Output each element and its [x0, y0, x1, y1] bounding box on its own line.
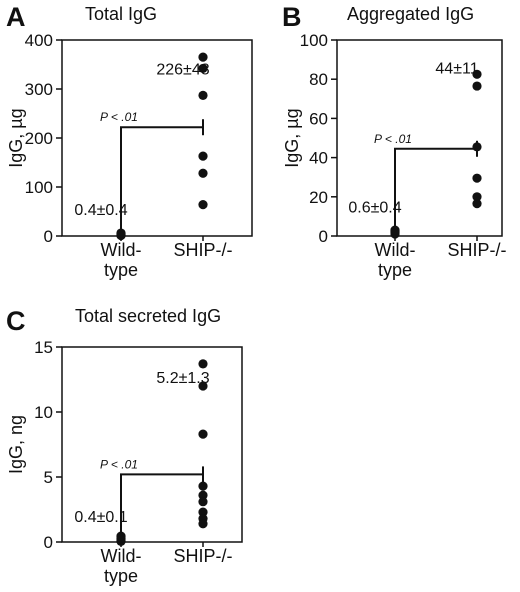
plot-frame	[61, 346, 243, 543]
y-tick-label: 200	[25, 129, 53, 148]
panel-letter: C	[6, 306, 26, 336]
y-tick-label: 0	[44, 227, 53, 246]
data-point	[198, 52, 208, 62]
mean-sem-annotation: 5.2±1.3	[156, 370, 209, 387]
mean-sem-annotation: 226±48	[156, 61, 209, 78]
data-point	[472, 81, 482, 91]
y-tick-label: 100	[300, 31, 328, 50]
y-tick-label: 100	[25, 178, 53, 197]
data-point	[198, 359, 208, 369]
data-point	[472, 142, 482, 152]
p-value-label: P < .01	[374, 132, 412, 146]
data-point	[472, 173, 482, 183]
data-point	[198, 151, 208, 161]
x-tick-label: Wild-	[375, 240, 416, 260]
x-tick-label: Wild-	[101, 240, 142, 260]
panel-letter: B	[282, 2, 302, 32]
mean-sem-annotation: 0.4±0.4	[74, 202, 127, 219]
y-tick-label: 60	[309, 109, 328, 128]
x-tick-label: type	[104, 260, 138, 280]
data-point	[198, 381, 208, 391]
data-point	[390, 225, 400, 235]
data-point	[198, 519, 208, 529]
significance-bracket	[120, 473, 203, 537]
data-point	[198, 507, 208, 517]
x-tick-label: Wild-	[101, 546, 142, 566]
p-value-label: P < .01	[100, 110, 138, 124]
y-axis-label: IgG, µg	[6, 108, 26, 167]
y-tick-label: 300	[25, 80, 53, 99]
y-tick-label: 0	[319, 227, 328, 246]
data-point	[116, 531, 126, 541]
plot-frame	[336, 39, 503, 237]
data-point	[198, 168, 208, 178]
y-tick-label: 20	[309, 188, 328, 207]
data-point	[198, 481, 208, 491]
data-point	[472, 199, 482, 209]
x-tick-label: type	[378, 260, 412, 280]
x-tick-label: SHIP-/-	[447, 240, 506, 260]
chart-title: Aggregated IgG	[347, 4, 474, 24]
mean-sem-annotation: 0.4±0.1	[74, 509, 127, 526]
chart-title: Total secreted IgG	[75, 306, 221, 326]
panel-letter: A	[6, 2, 26, 32]
y-axis-label: IgG, ng	[6, 415, 26, 474]
y-tick-label: 80	[309, 70, 328, 89]
y-tick-label: 0	[44, 533, 53, 552]
data-point	[472, 192, 482, 202]
y-tick-label: 40	[309, 149, 328, 168]
y-tick-label: 15	[34, 338, 53, 357]
y-tick-label: 10	[34, 403, 53, 422]
x-tick-label: SHIP-/-	[173, 240, 232, 260]
x-tick-label: type	[104, 566, 138, 586]
data-point	[198, 90, 208, 100]
data-point	[198, 490, 208, 500]
chart-title: Total IgG	[85, 4, 157, 24]
data-point	[198, 200, 208, 210]
significance-bracket	[394, 147, 477, 231]
y-tick-label: 400	[25, 31, 53, 50]
data-point	[198, 429, 208, 439]
mean-sem-annotation: 0.6±0.4	[348, 200, 401, 217]
y-axis-label: IgG, µg	[282, 108, 302, 167]
y-tick-label: 5	[44, 468, 53, 487]
data-point	[472, 69, 482, 79]
significance-bracket	[120, 126, 203, 234]
x-tick-label: SHIP-/-	[173, 546, 232, 566]
p-value-label: P < .01	[100, 457, 138, 471]
data-point	[198, 63, 208, 74]
data-point	[116, 228, 126, 238]
mean-sem-annotation: 44±11	[435, 60, 478, 77]
data-point	[198, 497, 208, 507]
